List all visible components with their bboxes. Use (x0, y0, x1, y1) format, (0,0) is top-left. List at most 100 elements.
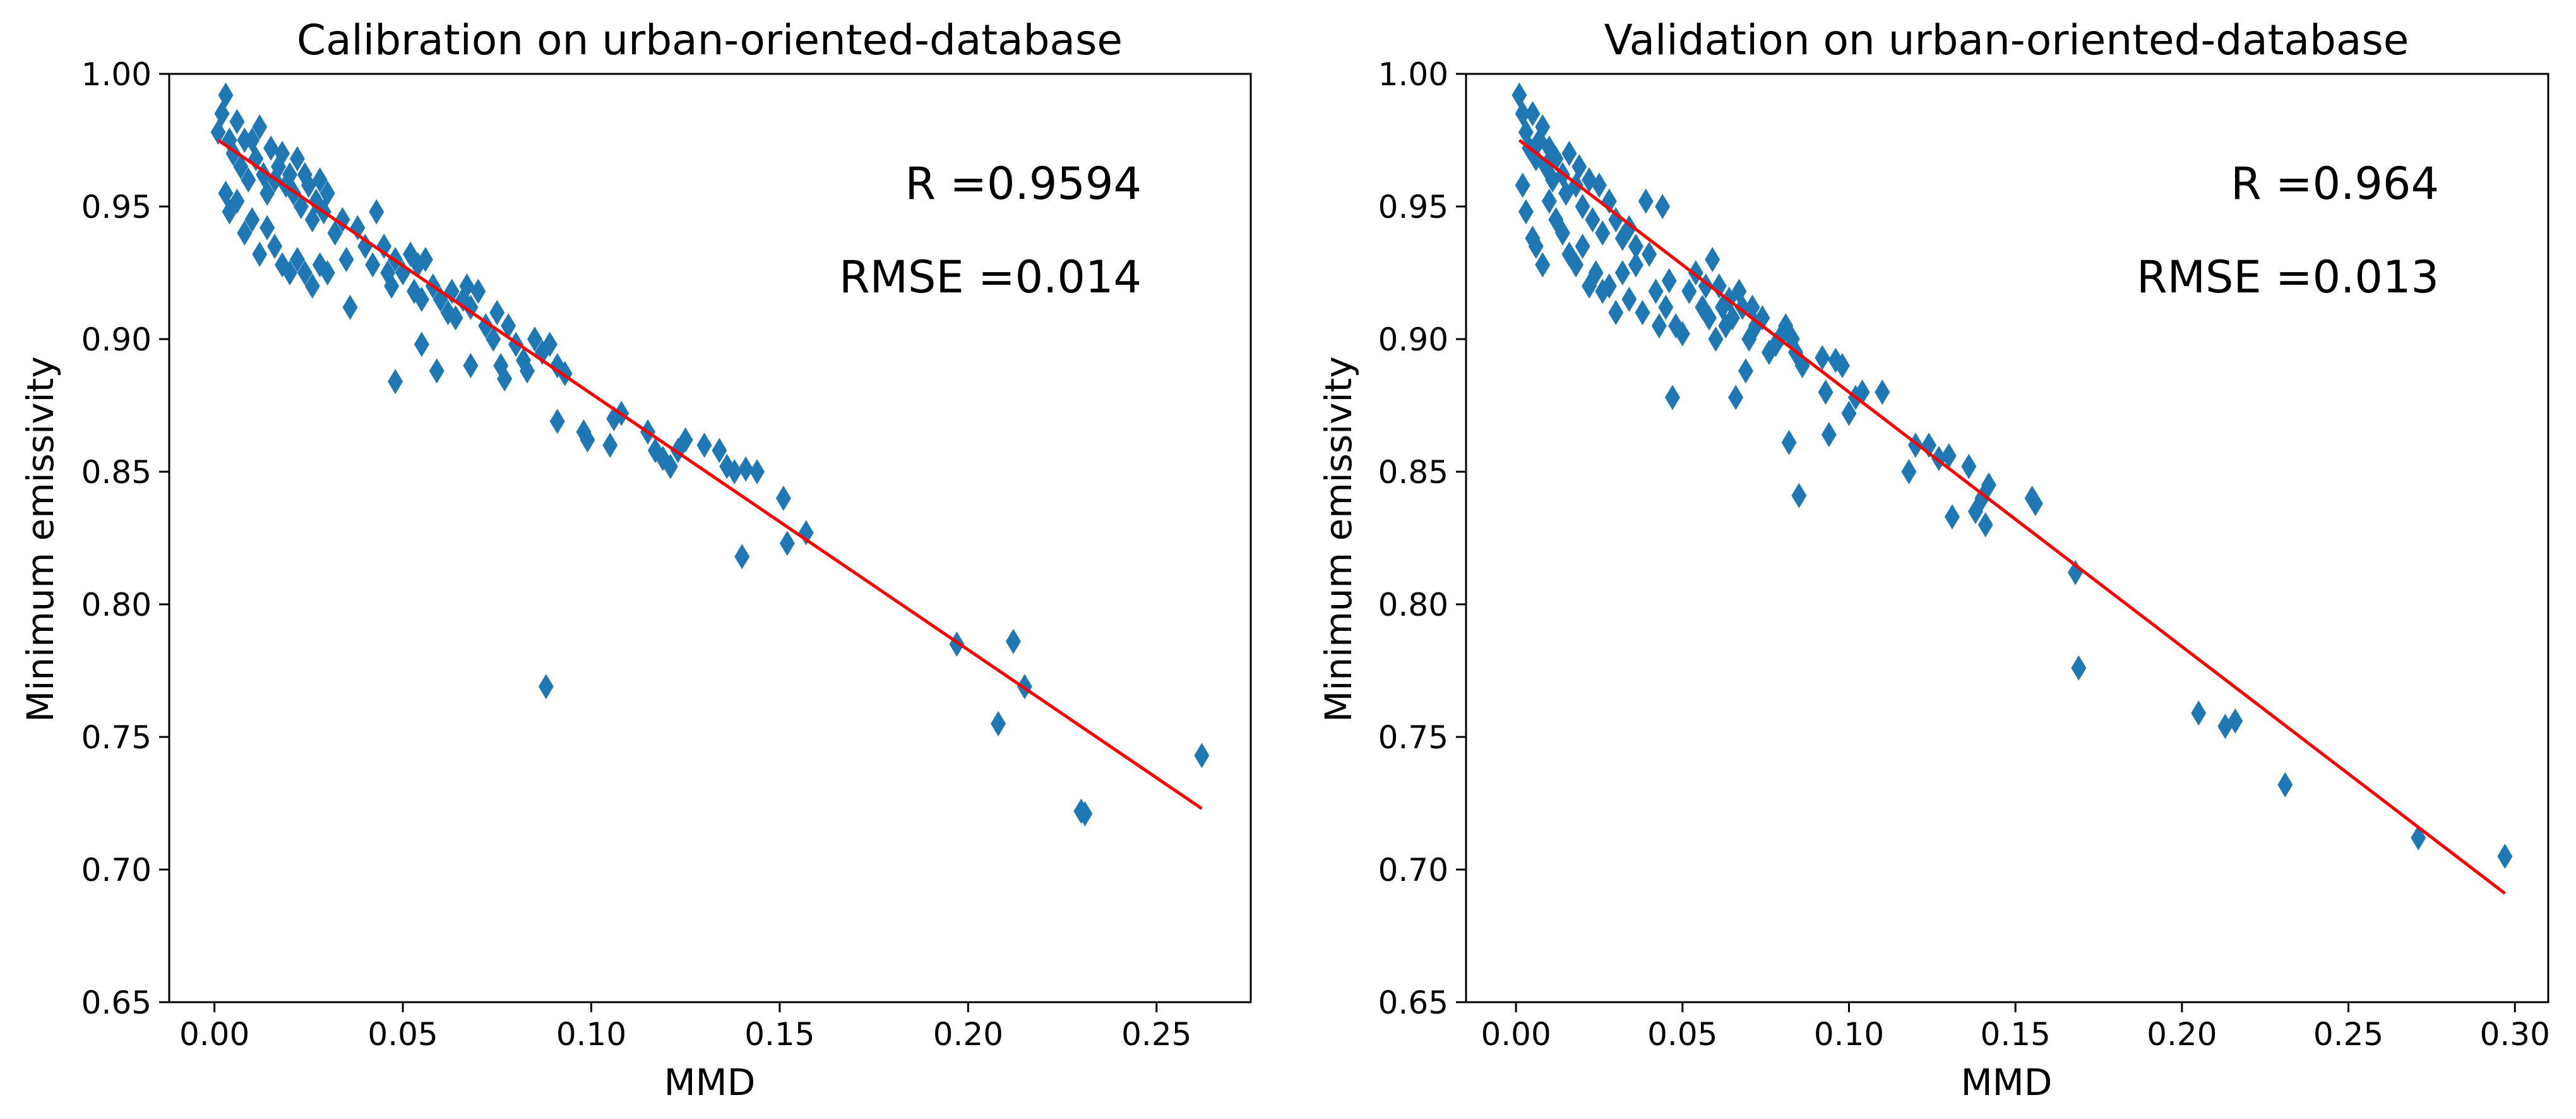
data-point (259, 215, 275, 241)
annotation-rmse: RMSE =0.013 (2137, 251, 2439, 303)
data-point (696, 433, 712, 458)
data-point (1651, 313, 1667, 338)
x-tick-label: 0.05 (367, 1016, 438, 1053)
data-point (991, 711, 1006, 736)
y-tick-label: 0.65 (81, 984, 152, 1021)
data-point (775, 486, 791, 511)
data-point (1901, 459, 1917, 484)
data-point (282, 260, 297, 285)
data-point (749, 459, 765, 484)
x-tick-label: 0.15 (744, 1016, 814, 1053)
data-point (1635, 300, 1650, 325)
data-point (1875, 380, 1890, 405)
data-point (1515, 172, 1530, 198)
data-point (1541, 188, 1557, 214)
data-point (417, 247, 433, 272)
data-point (263, 135, 279, 161)
data-point (1614, 260, 1630, 285)
data-point (1738, 358, 1754, 384)
data-point (527, 326, 542, 352)
data-point (1655, 194, 1671, 219)
data-point (542, 332, 558, 357)
validation-panel: Validation on urban-oriented-database 0.… (1317, 16, 2550, 1104)
x-tick-label: 0.10 (556, 1016, 626, 1053)
data-point (252, 114, 268, 140)
data-point (1821, 422, 1837, 448)
annotation-r: R =0.9594 (905, 158, 1142, 210)
calibration-plot-area: 0.00 0.05 0.10 0.15 0.20 0.25 0.65 0.70 0.75 0.80… (81, 56, 1252, 1053)
data-point (297, 260, 313, 285)
data-point (734, 544, 750, 570)
data-point (1194, 743, 1210, 769)
y-tick-label: 0.90 (81, 321, 152, 358)
x-axis-label: MMD (664, 1061, 756, 1104)
data-point (1518, 199, 1534, 225)
data-point (459, 273, 475, 299)
data-point (229, 109, 245, 135)
y-tick-label: 0.85 (1378, 454, 1448, 491)
data-point (1512, 82, 1527, 108)
data-point (2191, 700, 2207, 726)
y-axis-label: Minimum emissivity (19, 356, 62, 722)
y-tick-label: 0.95 (81, 189, 152, 225)
data-point (1661, 268, 1677, 294)
x-tick-label: 0.20 (2147, 1016, 2217, 1053)
data-point (1575, 234, 1590, 259)
y-tick-label: 0.75 (81, 719, 152, 756)
axes-frame (1465, 73, 2549, 1003)
regression-line (1518, 139, 2506, 895)
data-point (1944, 504, 1960, 530)
data-point (319, 181, 335, 206)
data-point (1674, 321, 1690, 347)
data-point (1708, 326, 1724, 352)
data-point (1595, 220, 1611, 246)
data-point (1554, 220, 1570, 246)
data-point (1642, 241, 1657, 267)
data-point (388, 369, 403, 395)
data-point (252, 241, 268, 267)
data-point (1601, 273, 1617, 299)
data-point (1588, 260, 1604, 285)
validation-plot-area: 0.00 0.05 0.10 0.15 0.20 0.25 0.30 0.65 0.70 0.75… (1378, 56, 2550, 1053)
data-point (1621, 287, 1637, 312)
y-axis-label: Minimum emissivity (1317, 356, 1360, 722)
data-point (259, 181, 275, 206)
y-tick-label: 0.95 (1378, 189, 1448, 225)
data-point (414, 332, 429, 357)
data-point (1728, 385, 1744, 410)
data-point (414, 287, 429, 312)
x-tick-label: 0.00 (179, 1016, 249, 1053)
data-point (662, 453, 678, 479)
data-point (580, 427, 595, 453)
x-axis-label: MMD (1961, 1061, 2053, 1104)
chart-title: Validation on urban-oriented-database (1604, 16, 2409, 64)
x-tick-label: 0.20 (933, 1016, 1003, 1053)
data-point (1575, 194, 1590, 219)
data-point (1638, 188, 1654, 214)
data-point (1724, 305, 1740, 331)
annotation-r: R =0.964 (2231, 158, 2439, 210)
data-point (1781, 429, 1797, 455)
data-point (301, 172, 316, 198)
y-tick-label: 0.80 (81, 587, 152, 623)
x-tick-label: 0.30 (2480, 1016, 2550, 1053)
data-point (2027, 491, 2043, 517)
data-point (1791, 482, 1807, 508)
data-point (319, 260, 335, 285)
data-point (229, 188, 245, 214)
data-point (602, 433, 618, 458)
data-point (241, 167, 256, 193)
data-point (304, 273, 320, 299)
data-point (1977, 512, 1993, 537)
x-tick-label: 0.00 (1481, 1016, 1551, 1053)
x-tick-label: 0.05 (1647, 1016, 1717, 1053)
data-point (1591, 172, 1607, 198)
data-point (1648, 278, 1664, 304)
data-point (1628, 252, 1643, 278)
data-point (798, 520, 814, 546)
data-point (1681, 278, 1697, 304)
data-point (2277, 772, 2293, 798)
data-point (1585, 207, 1601, 232)
